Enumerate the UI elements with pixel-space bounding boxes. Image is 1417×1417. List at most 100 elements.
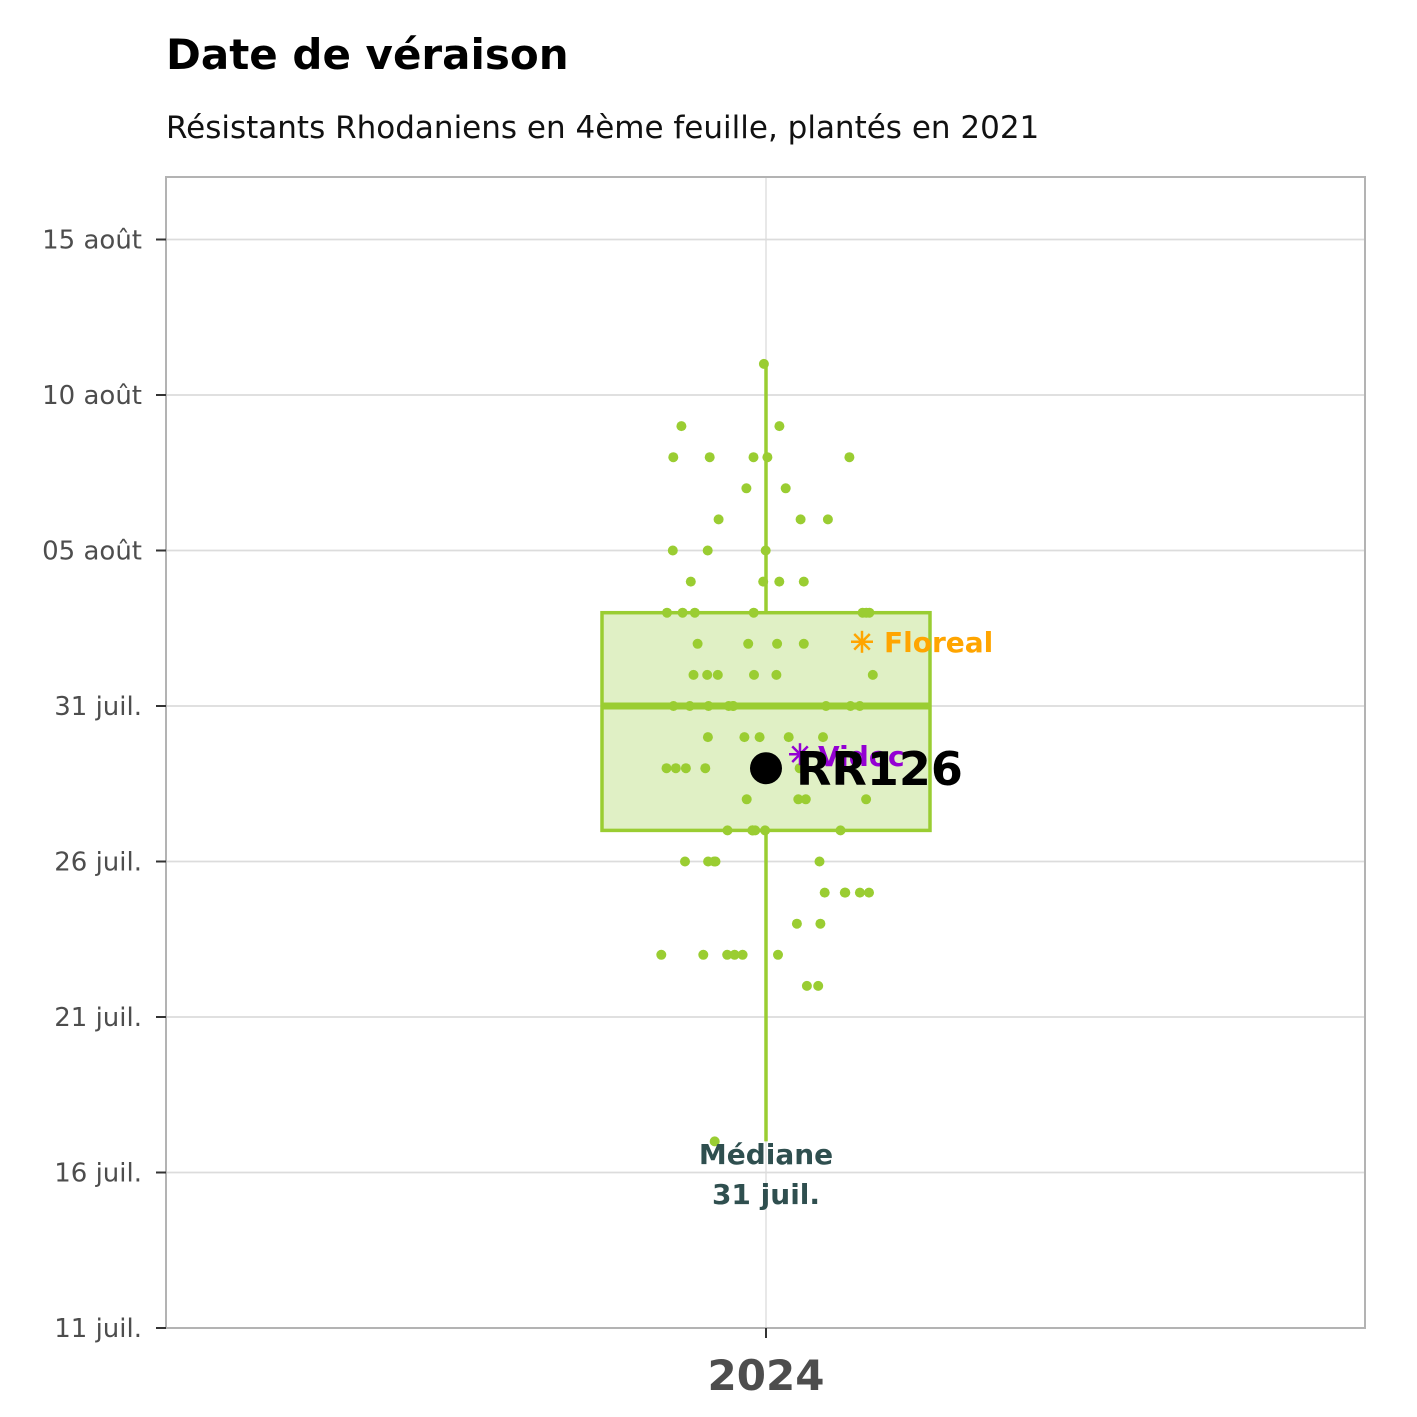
data-point (703, 856, 714, 867)
data-point (818, 732, 828, 743)
data-point (684, 701, 695, 711)
data-point (773, 949, 783, 960)
median-annotation-line2: 31 juil. (712, 1178, 820, 1211)
data-point (795, 514, 806, 525)
data-point (844, 452, 855, 463)
y-tick-label: 26 juil. (54, 848, 142, 878)
data-point (667, 545, 678, 556)
y-tick-label: 15 août (42, 226, 142, 256)
data-point (749, 669, 759, 680)
data-point (688, 669, 699, 680)
chart-title: Date de véraison (166, 30, 569, 79)
y-tick-label: 05 août (42, 537, 142, 567)
data-point (709, 1136, 720, 1147)
data-point (661, 763, 672, 774)
data-point (774, 576, 785, 587)
data-point (794, 763, 805, 774)
data-point (680, 763, 691, 774)
y-tick-label: 11 juil. (54, 1314, 142, 1344)
data-point (845, 701, 856, 711)
data-point (840, 887, 851, 898)
data-point (743, 638, 754, 649)
data-point (760, 825, 771, 836)
data-point (698, 949, 709, 960)
data-point (819, 887, 830, 898)
data-point (710, 856, 721, 867)
data-point (861, 607, 872, 618)
data-point (668, 701, 679, 711)
data-point (748, 452, 759, 463)
data-point (800, 794, 811, 805)
data-point (780, 483, 791, 494)
highlight-label-floreal: Floreal (884, 626, 993, 659)
data-point (791, 918, 802, 929)
highlight-label-vidoc: Vidoc (818, 740, 905, 773)
data-point (815, 918, 826, 929)
data-point (662, 607, 672, 618)
data-point (835, 825, 846, 836)
data-point (758, 358, 769, 369)
data-point (772, 638, 783, 649)
boxplot (600, 363, 932, 1142)
highlight-label-rr126: RR126 (796, 742, 963, 796)
data-point (760, 545, 771, 556)
data-point (677, 607, 688, 618)
median-annotation: Médiane 31 juil. (699, 1138, 833, 1211)
data-point (867, 669, 878, 680)
chart-subtitle: Résistants Rhodaniens en 4ème feuille, p… (166, 110, 1040, 146)
y-axis: 11 juil. 16 juil. 21 juil. 26 juil. 31 juil.… (42, 226, 166, 1344)
data-point (783, 732, 794, 743)
data-point (861, 794, 872, 805)
data-point (801, 980, 812, 991)
highlight-marker-floreal (851, 630, 873, 653)
data-point (702, 545, 713, 556)
data-point (712, 669, 723, 680)
data-point (685, 576, 696, 587)
data-point (774, 421, 785, 432)
box-iqr (600, 610, 932, 833)
y-tick-label: 10 août (42, 381, 142, 411)
median-annotation-line1: Médiane (699, 1138, 833, 1171)
data-point (702, 732, 713, 743)
data-point (798, 576, 809, 587)
y-tick-label: 16 juil. (54, 1159, 142, 1189)
data-point (713, 514, 724, 525)
data-point (702, 669, 713, 680)
highlight-marker-vidoc (789, 743, 811, 766)
data-point (822, 514, 833, 525)
data-point (771, 669, 782, 680)
data-point (748, 607, 759, 618)
data-point (680, 856, 690, 867)
data-point (703, 701, 714, 711)
data-point (704, 452, 715, 463)
data-point (737, 949, 748, 960)
data-point (814, 856, 825, 867)
data-point (692, 638, 703, 649)
data-point (813, 980, 824, 991)
data-point (747, 825, 758, 836)
data-point (754, 732, 765, 743)
highlight-marker-rr126 (750, 752, 782, 785)
data-point (793, 794, 804, 805)
data-point (728, 701, 738, 711)
data-point (670, 763, 681, 774)
data-point (821, 701, 831, 711)
data-point (854, 887, 865, 898)
data-point (758, 576, 769, 587)
data-point (689, 607, 700, 618)
y-tick-label: 21 juil. (54, 1003, 142, 1033)
data-point (700, 763, 711, 774)
data-point (741, 794, 752, 805)
data-point (722, 825, 733, 836)
data-point (656, 949, 667, 960)
data-point (668, 452, 679, 463)
y-tick-label: 31 juil. (54, 692, 142, 722)
data-point (676, 421, 687, 432)
data-point (729, 949, 740, 960)
data-point (741, 483, 752, 494)
data-point (762, 452, 773, 463)
x-tick-label: 2024 (708, 1351, 825, 1400)
data-point (864, 887, 874, 898)
